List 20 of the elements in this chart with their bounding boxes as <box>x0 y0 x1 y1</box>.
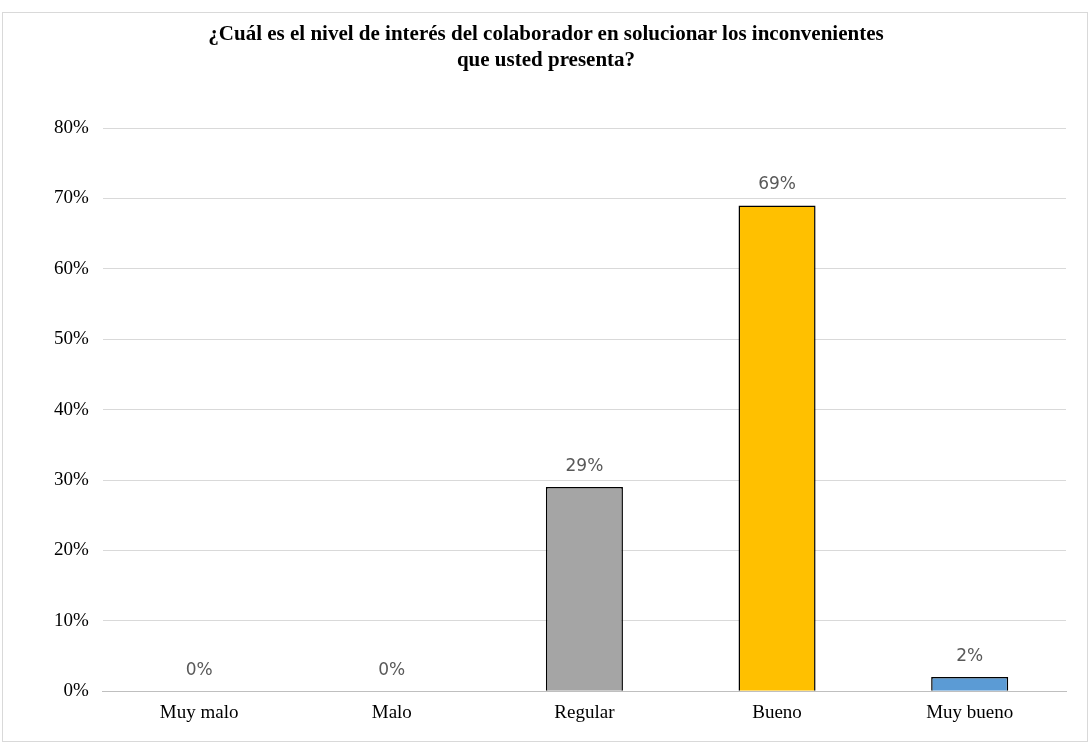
data-label: 29% <box>565 454 604 475</box>
data-label: 0% <box>378 659 406 680</box>
y-tick-label: 80% <box>54 115 89 137</box>
y-tick-label: 30% <box>54 467 89 489</box>
y-tick-label: 40% <box>54 397 89 419</box>
data-label: 69% <box>758 173 796 194</box>
chart-title: ¿Cuál es el nivel de interés del colaborador en solucionar los inconvenientes que usted presenta? <box>207 20 885 72</box>
data-label: 0% <box>185 659 213 680</box>
y-tick-label: 70% <box>54 186 89 208</box>
y-tick-label: 10% <box>54 608 89 630</box>
x-tick-label: Regular <box>554 700 616 722</box>
y-tick-label: 0% <box>63 679 89 701</box>
x-tick-label: Muy bueno <box>926 700 1014 722</box>
y-tick-label: 20% <box>54 538 89 560</box>
x-tick-label: Muy malo <box>159 700 239 722</box>
x-tick-label: Malo <box>371 700 412 722</box>
y-tick-label: 50% <box>54 327 89 349</box>
x-tick-label: Bueno <box>752 700 802 722</box>
data-label: 2% <box>956 645 984 666</box>
y-tick-label: 60% <box>54 256 89 278</box>
